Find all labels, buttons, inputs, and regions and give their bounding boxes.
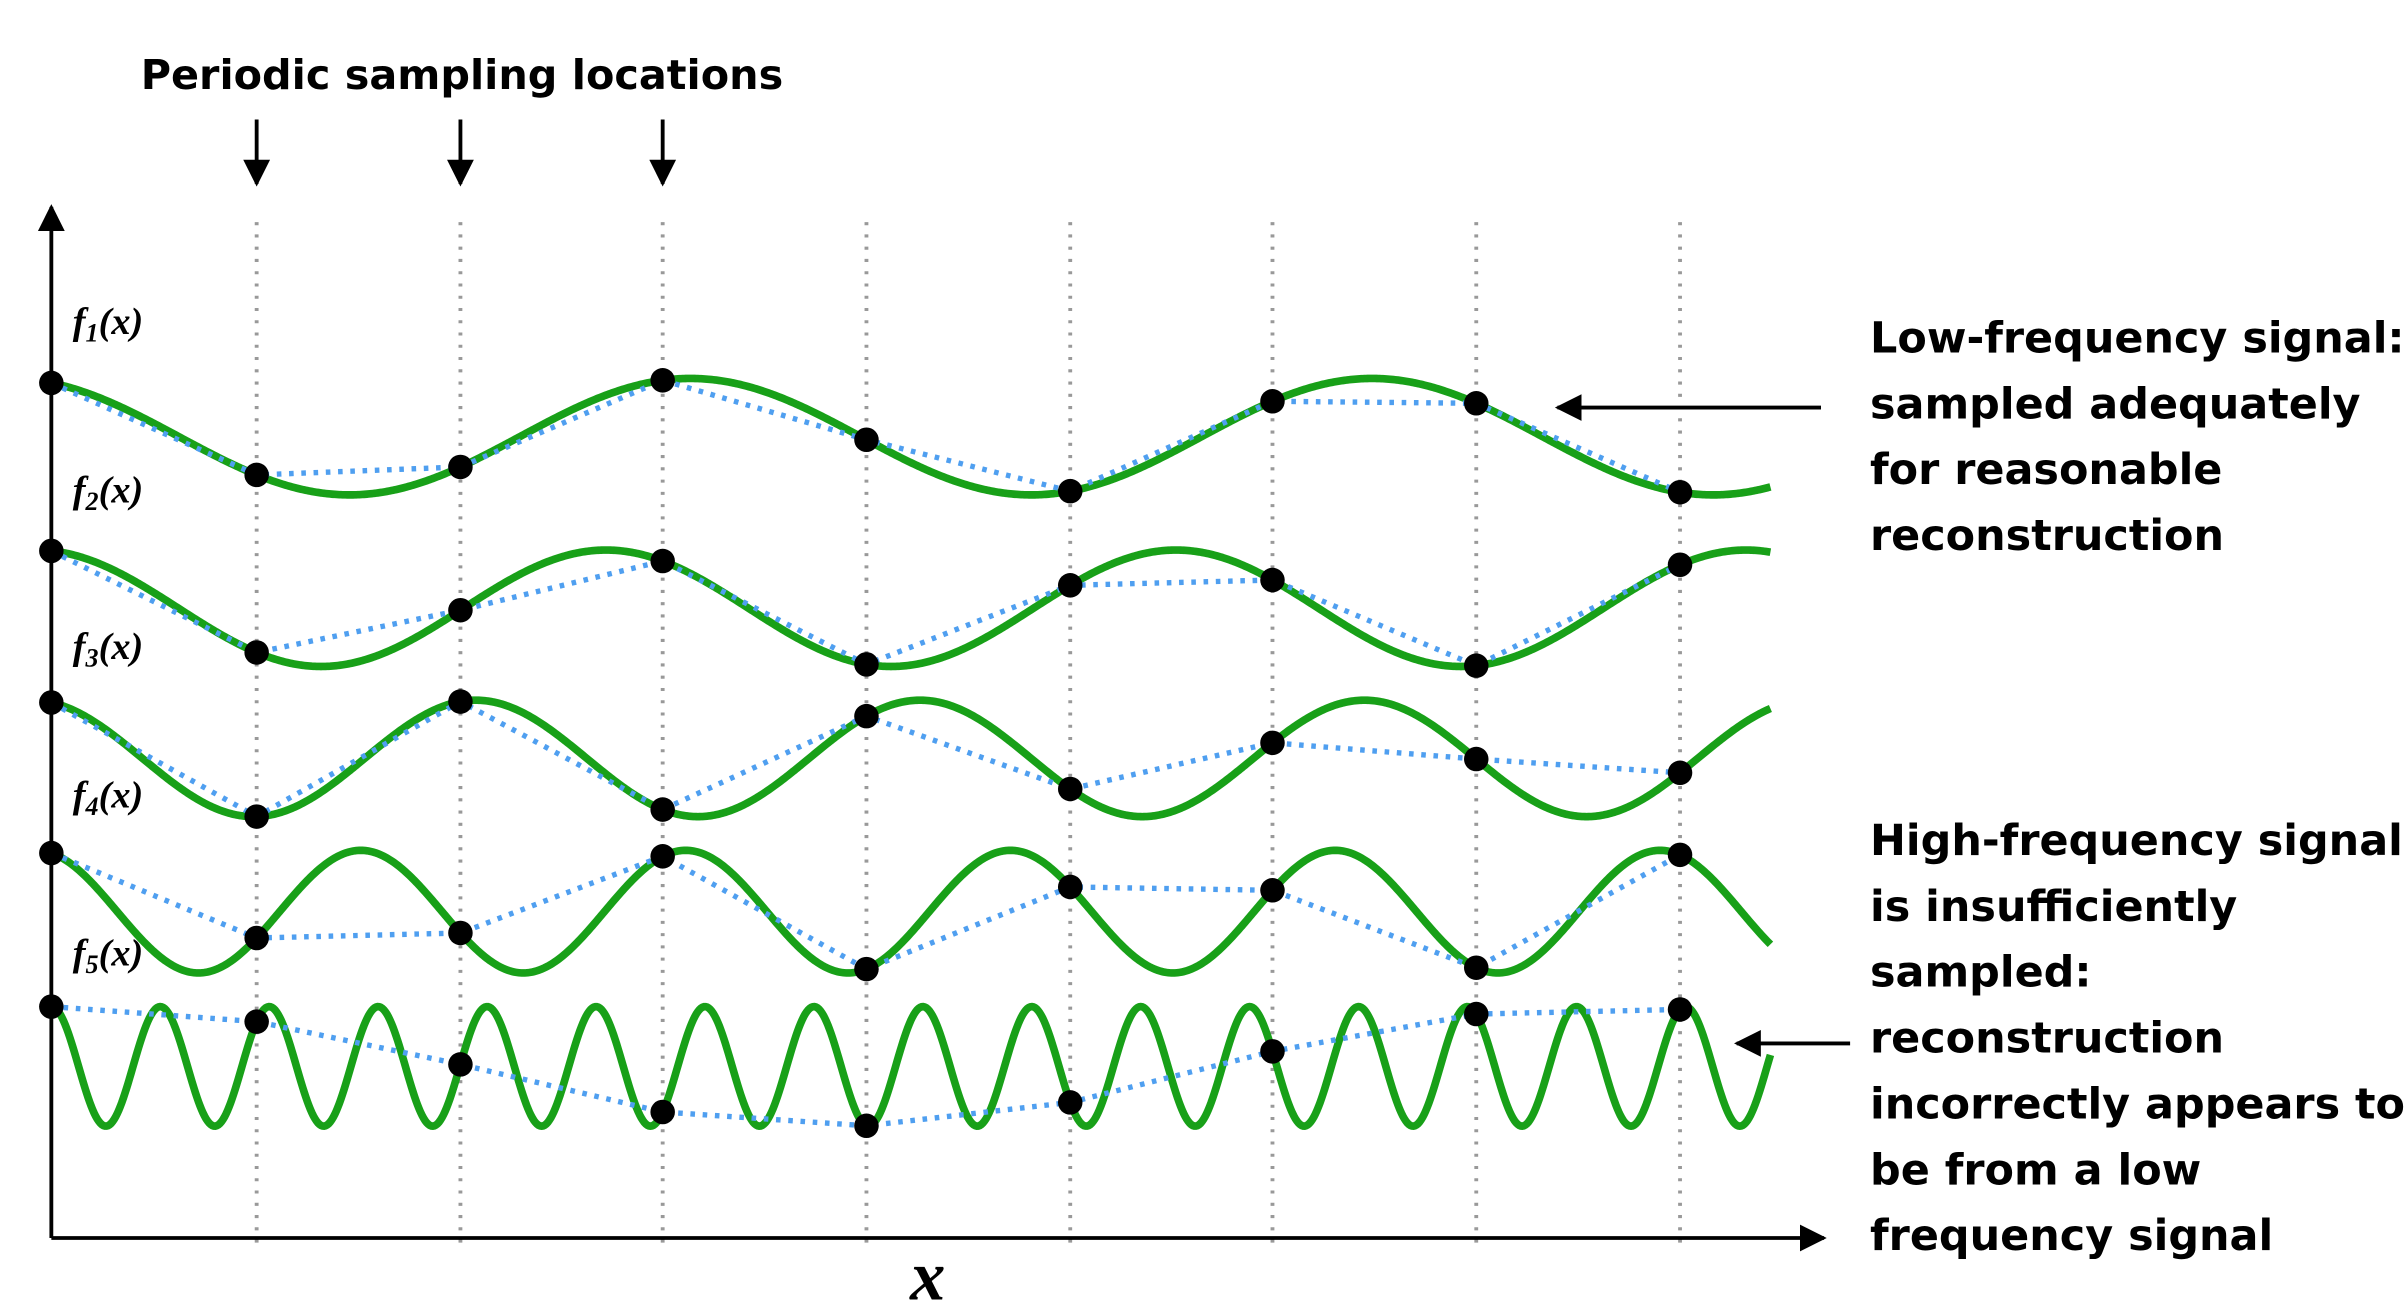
sample-point [244,1009,269,1034]
signal-label: f5(x) [73,932,143,979]
signal-label: f4(x) [73,774,143,821]
sample-point [448,597,473,623]
sample-point [1667,997,1693,1022]
signal-label: f3(x) [73,626,143,673]
sample-point [448,920,473,946]
annotation-line: frequency signal [1870,1211,2273,1261]
signal-label-f: f [73,626,89,668]
sample-point [448,1052,473,1077]
sample-point [650,1099,675,1125]
sample-point [1260,730,1285,756]
annotation-line: be from a low [1870,1145,2201,1195]
sample-point [1057,776,1083,802]
signal-label-arg: (x) [99,932,144,974]
sample-point [1464,1001,1489,1027]
sample-point [39,538,64,564]
signal-curve [50,1002,1775,1131]
signal-label-sub: 4 [85,792,99,821]
sample-point [1260,567,1285,593]
sample-point [854,703,879,729]
annotation-line: reconstruction [1870,1014,2224,1064]
sampling-lines [254,222,1682,1245]
signals: f1(x)f2(x)f3(x)f4(x)f5(x) [39,301,1775,1139]
signal-label-arg: (x) [99,626,144,668]
sample-point [39,994,64,1019]
sample-point [244,925,269,951]
annotation-line: sampled adequately [1870,379,2360,429]
signal-curve [50,374,1772,499]
sample-point [650,797,675,822]
sample-point [448,689,473,714]
sample-point [1464,391,1489,416]
annotation-line: is insufficiently [1870,882,2237,932]
sample-point [448,454,473,480]
sample-point [39,840,64,866]
sample-point [1260,878,1285,903]
sample-point [650,548,675,574]
signal-label-f: f [73,301,89,343]
sample-point [1057,1090,1083,1115]
signal-label: f1(x) [73,301,143,348]
title: Periodic sampling locations [141,51,784,99]
sample-point [854,652,879,677]
annotation-line: incorrectly appears to [1870,1079,2404,1129]
annotation-line: reconstruction [1870,511,2224,561]
sample-point [854,427,879,453]
sample-point [244,462,269,488]
sample-point [244,804,269,829]
sample-point [39,690,64,715]
sample-point [650,368,675,393]
annotation-line: for reasonable [1870,445,2222,495]
signal-label-sub: 2 [85,487,99,516]
sample-point [1057,573,1083,598]
annotation-line: Low-frequency signal: [1870,313,2404,363]
sample-point [1667,552,1693,577]
signal-curve [50,696,1772,821]
annotations: Low-frequency signal: sampled adequately f… [1870,313,2404,1261]
signal-label-sub: 1 [86,319,99,348]
sample-point [1057,478,1083,504]
sample-point [1464,746,1489,772]
sample-point [650,844,675,869]
signal-label-arg: (x) [99,774,144,816]
sample-point [1667,760,1693,786]
signal-label-f: f [73,774,89,816]
signal-label: f2(x) [73,470,143,517]
annotation-line: High-frequency signal [1870,816,2403,866]
sample-point [1057,874,1083,900]
signal-label-arg: (x) [99,301,144,343]
sample-point [1260,1039,1285,1064]
sample-point [244,640,269,665]
sample-point [854,1113,879,1139]
signal-label-sub: 5 [86,950,99,979]
sample-point [1667,479,1693,505]
annotation-line: sampled: [1870,948,2092,998]
sample-point [1464,955,1489,980]
signal-label-f: f [73,470,89,512]
sample-point [1260,389,1285,414]
sample-point [39,370,64,396]
x-axis-label: x [909,1237,945,1310]
signal-label-sub: 3 [85,643,99,672]
sample-point [1667,842,1693,868]
signal-label-arg: (x) [99,470,144,512]
sample-point [854,956,879,982]
signal-curve [50,846,1774,977]
sample-point [1464,653,1489,678]
signal-label-f: f [73,932,89,974]
